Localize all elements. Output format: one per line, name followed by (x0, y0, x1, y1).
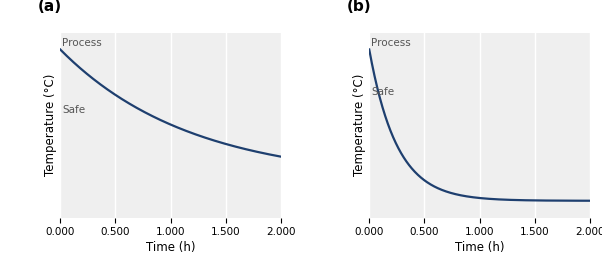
X-axis label: Time (h): Time (h) (146, 242, 195, 255)
Text: Safe: Safe (63, 105, 85, 115)
Y-axis label: Temperature (°C): Temperature (°C) (353, 74, 367, 176)
Text: Safe: Safe (371, 87, 394, 97)
Text: Process: Process (371, 38, 411, 48)
Text: Process: Process (63, 38, 102, 48)
X-axis label: Time (h): Time (h) (455, 242, 504, 255)
Text: (a): (a) (38, 0, 62, 14)
Y-axis label: Temperature (°C): Temperature (°C) (45, 74, 57, 176)
Text: (b): (b) (347, 0, 372, 14)
